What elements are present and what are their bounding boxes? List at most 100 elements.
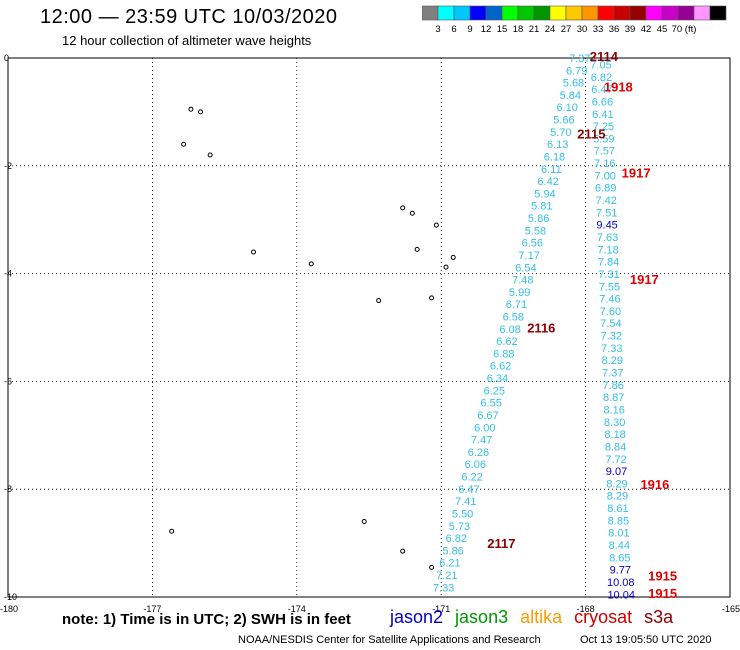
swh-value: 5.70 [550,127,571,139]
x-tick-label: -168 [577,604,595,614]
swh-value: 8.65 [609,552,630,564]
swh-value: 5.84 [560,90,581,102]
swh-value: 8.29 [602,355,623,367]
credit-date: Oct 13 19:05:50 UTC 2020 [580,634,712,646]
page-title: 12:00 — 23:59 UTC 10/03/2020 [40,6,338,28]
page-subtitle: 12 hour collection of altimeter wave hei… [62,33,312,48]
x-tick-label: -180 [0,604,18,614]
swh-value: 7.47 [471,435,492,447]
swh-value: 6.67 [477,410,498,422]
scale-label: 30 [577,24,588,35]
swh-value: 6.13 [547,139,568,151]
swh-value: 7.18 [597,244,618,256]
footer-note: note: 1) Time is in UTC; 2) SWH is in fe… [62,611,351,628]
swh-value: 6.22 [461,472,482,484]
swh-value: 6.79 [566,65,587,77]
scale-label: 36 [609,24,620,35]
scale-label: 18 [513,24,524,35]
swh-value: 5.58 [525,225,546,237]
swh-value: 6.58 [503,311,524,323]
swh-value: 6.00 [474,422,495,434]
scale-label: 45 [657,24,668,35]
swh-value: 6.11 [541,164,562,176]
swh-value: 5.73 [449,521,470,533]
y-tick-label: -2 [4,161,12,171]
swh-value: 6.82 [591,72,612,84]
swh-value: 7.25 [593,121,614,133]
swh-value: 6.18 [544,151,565,163]
satellite-s3a: s3a [644,607,674,627]
swh-value: 9.45 [596,220,617,232]
x-tick-label: -174 [288,604,306,614]
swh-value: 7.60 [600,306,621,318]
swh-value: 5.66 [553,115,574,127]
swh-value: 5.94 [534,188,555,200]
swh-value: 9.07 [606,466,627,478]
swh-value: 5.68 [563,78,584,90]
scale-label: 27 [561,24,572,35]
island-outline [376,298,382,304]
swh-value: 7.63 [597,232,618,244]
island-outline [450,254,456,260]
island-outline [169,528,175,534]
swh-value: 7.31 [598,269,619,281]
scale-label: 3 [435,24,440,35]
island-outline [443,264,449,270]
pass-time-label: 1917 [622,165,651,180]
swh-value: 10.08 [607,577,635,589]
swh-value: 6.88 [493,348,514,360]
swh-value: 6.55 [480,398,501,410]
x-tick-label: -171 [432,604,450,614]
satellite-altika: altika [520,607,563,627]
swh-value: 6.71 [506,299,527,311]
island-outline [181,141,187,147]
swh-value: 8.16 [603,404,624,416]
island-outline [433,222,439,228]
swh-value: 7.32 [601,331,622,343]
satellite-legend: jason2 jason3 altika cryosat s3a [390,607,685,628]
swh-value: 8.30 [604,417,625,429]
swh-value: 6.54 [515,262,536,274]
island-outline [207,152,213,158]
swh-value: 5.81 [531,201,552,213]
swh-value: 7.37 [602,368,623,380]
swh-value: 6.47 [591,84,612,96]
scale-label: 42 [641,24,652,35]
y-tick-label: -10 [4,592,17,602]
swh-value: 8.84 [605,441,626,453]
pass-time-label: 2117 [487,536,515,551]
swh-value: 6.21 [439,558,460,570]
scale-label: 24 [545,24,556,35]
swh-value: 5.59 [593,133,614,145]
swh-value: 5.86 [442,545,463,557]
island-outline [198,109,204,115]
swh-value: 8.29 [607,491,628,503]
swh-value: 8.44 [609,540,630,552]
scale-label: 9 [467,24,472,35]
swh-value: 6.47 [458,484,479,496]
swh-value: 6.62 [496,336,517,348]
satellite-jason3: jason3 [455,607,509,627]
island-outline [361,519,367,525]
swh-value: 6.89 [595,183,616,195]
island-outline [429,295,435,301]
scale-label: 70 (ft) [672,24,697,35]
swh-value: 6.62 [490,361,511,373]
swh-value: 8.29 [606,478,627,490]
satellite-jason2: jason2 [390,607,444,627]
island-outline [308,261,314,267]
swh-value: 8.85 [608,515,629,527]
pass-time-label: 1915 [648,568,677,583]
swh-value: 5.99 [509,287,530,299]
swh-value: 7.84 [598,257,619,269]
swh-value: 7.17 [518,250,539,262]
swh-value: 8.87 [603,392,624,404]
x-tick-label: -177 [143,604,161,614]
color-scale-legend: 3 6 9 12 15 18 21 24 27 30 33 36 39 42 45 70 (ft) [422,5,727,35]
island-outline [409,210,415,216]
swh-value: 7.16 [594,158,615,170]
swh-value: 10.04 [607,589,635,601]
swh-value: 6.66 [592,96,613,108]
swh-value: 8.01 [608,528,629,540]
